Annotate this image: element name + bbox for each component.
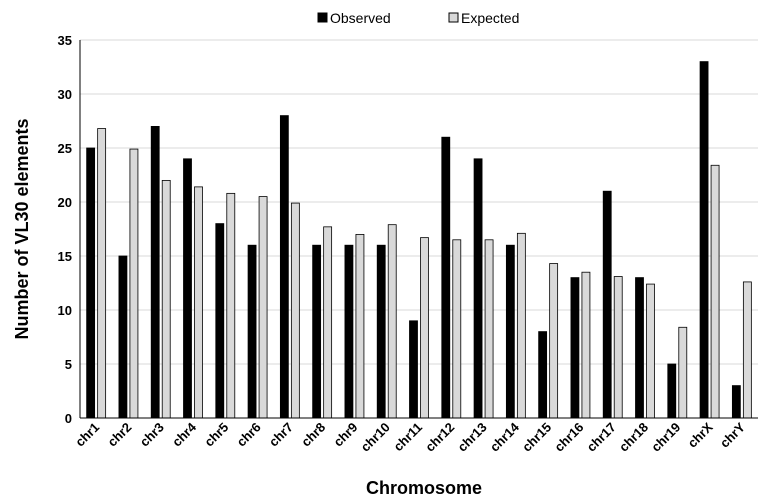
x-tick-label-chr1: chr1 bbox=[72, 420, 102, 450]
bar-observed-chr1 bbox=[86, 147, 96, 419]
bar-expected-chr11 bbox=[420, 237, 429, 419]
x-tick-label-chr8: chr8 bbox=[298, 420, 328, 450]
y-tick-label: 35 bbox=[58, 33, 72, 48]
bar-expected-chr16 bbox=[581, 271, 591, 419]
bar-observed-chr16 bbox=[570, 277, 580, 419]
x-tick-label-chr15: chr15 bbox=[519, 420, 554, 455]
x-tick-label-chr11: chr11 bbox=[390, 420, 425, 455]
bar-observed-chr10 bbox=[376, 244, 386, 419]
bar-observed-chr18 bbox=[635, 277, 644, 419]
y-tick-label: 5 bbox=[65, 357, 72, 372]
x-tick-label-chr16: chr16 bbox=[551, 420, 586, 455]
bar-expected-chr10 bbox=[387, 224, 397, 419]
y-tick-label: 20 bbox=[58, 195, 72, 210]
bar-observed-chr13 bbox=[473, 158, 483, 419]
bar-expected-chr19 bbox=[678, 326, 688, 419]
legend-swatch-expected bbox=[448, 12, 459, 23]
x-tick-label-chr12: chr12 bbox=[422, 420, 457, 455]
bar-expected-chr14 bbox=[516, 232, 526, 419]
bar-observed-chr19 bbox=[667, 363, 677, 419]
bar-expected-chr12 bbox=[452, 239, 462, 419]
x-tick-label-chr3: chr3 bbox=[137, 420, 167, 450]
x-tick-label-chr17: chr17 bbox=[584, 420, 619, 455]
bar-observed-chr8 bbox=[312, 244, 322, 419]
bar-observed-chr6 bbox=[247, 244, 257, 419]
x-tick-label-chr6: chr6 bbox=[234, 420, 264, 450]
bar-observed-chr12 bbox=[441, 136, 451, 419]
bar-observed-chr14 bbox=[505, 244, 515, 419]
bar-observed-chr4 bbox=[183, 158, 192, 419]
y-tick-labels: 0 5 10 15 20 25 30 35 bbox=[58, 33, 72, 426]
bar-observed-chrY bbox=[731, 385, 741, 419]
bar-expected-chrX bbox=[710, 164, 720, 419]
bar-observed-chr2 bbox=[118, 255, 128, 419]
x-tick-label-chr18: chr18 bbox=[616, 420, 651, 455]
bar-expected-chr6 bbox=[258, 196, 268, 419]
legend-label-expected: Expected bbox=[461, 10, 519, 26]
x-tick-label-chrX: chrX bbox=[685, 419, 716, 450]
bar-observed-chr9 bbox=[344, 244, 354, 419]
y-tick-label: 10 bbox=[58, 303, 72, 318]
bars bbox=[86, 61, 752, 419]
bar-expected-chr3 bbox=[161, 179, 171, 419]
y-tick-label: 30 bbox=[58, 87, 72, 102]
bar-observed-chr11 bbox=[409, 320, 418, 419]
x-tick-label-chr4: chr4 bbox=[169, 419, 200, 450]
x-tick-label-chr13: chr13 bbox=[455, 420, 490, 455]
legend-swatch-observed bbox=[317, 12, 328, 23]
bar-expected-chrY bbox=[742, 281, 752, 419]
x-tick-label-chr10: chr10 bbox=[358, 420, 393, 455]
bar-expected-chr8 bbox=[323, 226, 333, 419]
bar-expected-chr9 bbox=[355, 233, 365, 419]
bar-expected-chr17 bbox=[613, 276, 623, 419]
bar-expected-chr15 bbox=[549, 263, 559, 419]
y-axis-title: Number of VL30 elements bbox=[12, 118, 32, 339]
bar-observed-chr15 bbox=[538, 331, 548, 419]
x-tick-label-chr19: chr19 bbox=[648, 420, 683, 455]
bar-observed-chr3 bbox=[150, 126, 160, 419]
y-tick-label: 15 bbox=[58, 249, 72, 264]
x-tick-label-chr14: chr14 bbox=[487, 419, 523, 455]
bar-observed-chr5 bbox=[215, 223, 225, 419]
x-tick-label-chr9: chr9 bbox=[331, 420, 361, 450]
x-tick-label-chr7: chr7 bbox=[266, 420, 296, 450]
x-tick-label-chrY: chrY bbox=[717, 419, 748, 450]
x-tick-label-chr5: chr5 bbox=[201, 420, 231, 450]
bar-expected-chr5 bbox=[226, 192, 236, 419]
bar-observed-chr17 bbox=[602, 190, 612, 419]
x-tick-label-chr2: chr2 bbox=[105, 420, 135, 450]
legend-label-observed: Observed bbox=[330, 10, 391, 26]
bar-expected-chr7 bbox=[290, 202, 300, 419]
y-tick-label: 0 bbox=[65, 411, 72, 426]
legend: Observed Expected bbox=[317, 10, 519, 26]
y-tick-label: 25 bbox=[58, 141, 72, 156]
bar-observed-chrX bbox=[699, 61, 709, 419]
x-tick-labels: chr1 chr2 chr3 chr4 chr5 chr6 chr7 chr8 chr9chr1… bbox=[72, 419, 748, 455]
bar-expected-chr1 bbox=[97, 128, 107, 419]
bar-expected-chr13 bbox=[484, 239, 494, 419]
bar-expected-chr2 bbox=[129, 148, 139, 419]
bar-observed-chr7 bbox=[279, 115, 289, 419]
grid-lines bbox=[80, 39, 758, 365]
axes bbox=[79, 40, 758, 419]
bar-expected-chr18 bbox=[646, 283, 655, 419]
x-axis-title: Chromosome bbox=[366, 478, 482, 498]
bar-expected-chr4 bbox=[194, 186, 203, 419]
